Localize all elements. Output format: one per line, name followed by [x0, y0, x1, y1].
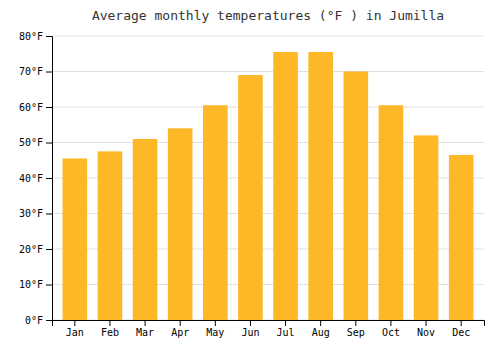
y-tick: 50°F: [19, 137, 52, 148]
grid-line: [52, 71, 484, 72]
y-tick: 60°F: [19, 102, 52, 113]
bar: [273, 52, 298, 320]
y-axis-line: [46, 37, 53, 321]
grid-line: [52, 36, 484, 37]
x-tick-mark: [180, 320, 181, 326]
y-tick-mark: [46, 143, 52, 144]
x-tick: Jun: [241, 320, 259, 338]
chart-container: Jan Feb Mar Apr May Jun Jul Aug Sep Oct Nov Dec 0°F 1…: [0, 0, 500, 350]
x-tick: Sep: [347, 320, 365, 338]
bar: [63, 158, 88, 320]
x-tick-mark: [390, 320, 391, 326]
x-tick: Apr: [171, 320, 189, 338]
bar: [379, 105, 404, 320]
y-tick-mark: [46, 285, 52, 286]
bar: [203, 105, 228, 320]
y-tick: 20°F: [19, 244, 52, 255]
x-tick-label: Jul: [277, 327, 295, 338]
y-tick: 10°F: [19, 279, 52, 290]
chart-svg: Jan Feb Mar Apr May Jun Jul Aug Sep Oct Nov Dec 0°F 1…: [0, 0, 500, 350]
x-tick-label: Apr: [171, 327, 189, 338]
x-tick-mark: [215, 320, 216, 326]
x-tick-mark: [109, 320, 110, 326]
bar: [168, 128, 193, 320]
bar: [449, 155, 474, 320]
x-tick-label: Oct: [382, 327, 400, 338]
x-tick-label: Nov: [417, 327, 435, 338]
y-tick: 40°F: [19, 173, 52, 184]
y-tick-label: 50°F: [19, 137, 43, 148]
x-tick-label: Jan: [66, 327, 84, 338]
y-tick-label: 40°F: [19, 173, 43, 184]
x-tick-label: Sep: [347, 327, 365, 338]
x-axis-line: [53, 321, 485, 327]
x-tick-mark: [74, 320, 75, 326]
x-tick-mark: [355, 320, 356, 326]
x-tick: Feb: [101, 320, 119, 338]
y-tick-label: 70°F: [19, 66, 43, 77]
bar: [344, 72, 369, 321]
y-tick-mark: [46, 320, 52, 321]
y-axis: 0°F 10°F 20°F 30°F 40°F 50°F 60°F 70°F 80°F: [19, 31, 53, 326]
y-tick-mark: [46, 178, 52, 179]
x-tick-label: Mar: [136, 327, 154, 338]
x-tick-label: Dec: [452, 327, 470, 338]
y-tick-label: 10°F: [19, 279, 43, 290]
bar: [98, 151, 123, 320]
y-tick-label: 20°F: [19, 244, 43, 255]
bar: [133, 139, 158, 320]
grid: [52, 36, 484, 320]
x-tick-mark: [426, 320, 427, 326]
y-tick-label: 0°F: [25, 315, 43, 326]
plot-area: Jan Feb Mar Apr May Jun Jul Aug Sep Oct Nov Dec 0°F 1…: [19, 31, 485, 338]
y-tick-label: 80°F: [19, 31, 43, 42]
x-axis: Jan Feb Mar Apr May Jun Jul Aug Sep Oct Nov Dec: [53, 320, 485, 338]
x-tick: Dec: [452, 320, 470, 338]
y-tick-mark: [46, 72, 52, 73]
x-tick: Jan: [66, 320, 84, 338]
x-tick-mark: [285, 320, 286, 326]
x-tick-mark: [145, 320, 146, 326]
x-tick: Jul: [277, 320, 295, 338]
bar: [308, 52, 333, 320]
bar: [238, 75, 263, 320]
grid-line: [52, 107, 484, 108]
x-tick: May: [206, 320, 224, 338]
x-tick-label: Jun: [241, 327, 259, 338]
x-tick-label: Aug: [312, 327, 330, 338]
y-tick-label: 60°F: [19, 102, 43, 113]
x-tick-mark: [250, 320, 251, 326]
y-tick: 0°F: [25, 315, 52, 326]
x-tick-mark: [461, 320, 462, 326]
bars: [63, 52, 474, 320]
x-tick-mark: [320, 320, 321, 326]
x-tick: Mar: [136, 320, 154, 338]
y-tick-mark: [46, 36, 52, 37]
y-tick: 70°F: [19, 66, 52, 77]
y-tick-label: 30°F: [19, 208, 43, 219]
x-tick-label: Feb: [101, 327, 119, 338]
x-tick: Aug: [312, 320, 330, 338]
y-tick: 30°F: [19, 208, 52, 219]
y-tick-mark: [46, 107, 52, 108]
y-tick-mark: [46, 214, 52, 215]
x-tick: Oct: [382, 320, 400, 338]
title: Average monthly temperatures (°F ) in Ju…: [92, 8, 444, 23]
x-tick-label: May: [206, 327, 224, 338]
y-tick: 80°F: [19, 31, 52, 42]
y-tick-mark: [46, 249, 52, 250]
x-tick: Nov: [417, 320, 435, 338]
bar: [414, 135, 439, 320]
